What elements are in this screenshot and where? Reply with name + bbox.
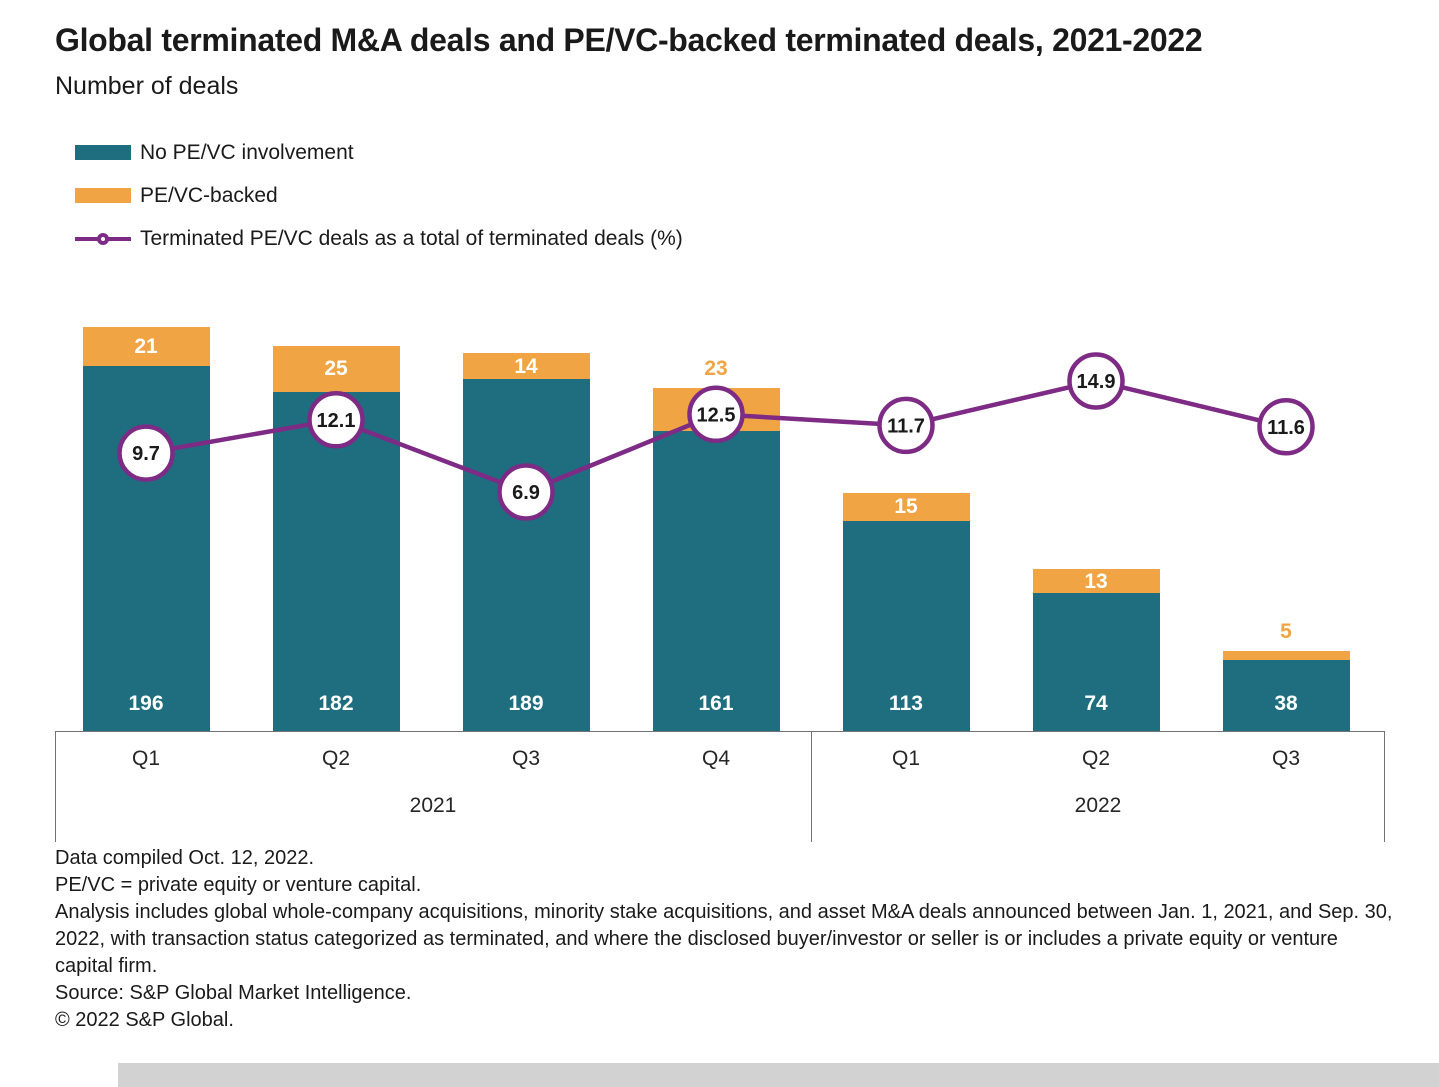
pevc-value-label: 14 bbox=[514, 354, 538, 378]
legend-item-no-pevc: No PE/VC involvement bbox=[75, 131, 683, 174]
footnote-line: Data compiled Oct. 12, 2022. bbox=[55, 847, 315, 869]
bar-2022-q1: 15 113 bbox=[842, 492, 970, 731]
bar-segment-no-pevc: 38 bbox=[1222, 660, 1350, 731]
line-marker bbox=[1067, 352, 1125, 410]
axis-separator-line bbox=[1384, 732, 1385, 842]
bar-segment-no-pevc: 189 bbox=[462, 379, 590, 731]
no-pevc-value-label: 182 bbox=[318, 692, 354, 715]
circle-marker-icon bbox=[97, 232, 109, 245]
bar-segment-pevc-backed: 13 bbox=[1032, 569, 1160, 594]
line-marker-value-label: 14.9 bbox=[1077, 371, 1116, 393]
line-marker bbox=[1257, 398, 1315, 456]
x-axis-quarter-label: Q4 bbox=[701, 747, 730, 770]
bar-segment-no-pevc: 182 bbox=[272, 392, 400, 731]
legend-item-pevc-backed: PE/VC-backed bbox=[75, 174, 683, 217]
no-pevc-value-label: 189 bbox=[508, 692, 544, 715]
line-marker-value-label: 9.7 bbox=[132, 443, 160, 465]
no-pevc-value-label: 161 bbox=[698, 692, 734, 715]
no-pevc-value-label: 113 bbox=[889, 692, 923, 715]
pevc-value-label: 5 bbox=[1280, 619, 1292, 643]
footnote-line: Analysis includes global whole-company a… bbox=[55, 901, 1393, 977]
chart-title: Global terminated M&A deals and PE/VC-ba… bbox=[55, 22, 1203, 58]
bar-segment-pevc-backed: 25 bbox=[272, 345, 400, 393]
footnote-line: PE/VC = private equity or venture capita… bbox=[55, 874, 422, 896]
line-marker-value-label: 6.9 bbox=[512, 482, 540, 504]
bar-2022-q3: 38 5 bbox=[1222, 621, 1350, 731]
percentage-line-layer: 9.7 12.1 6.9 12.5 11.7 14.9 11.6 bbox=[117, 352, 1315, 521]
line-marker-value-label: 11.6 bbox=[1267, 417, 1305, 439]
x-axis-quarter-label: Q1 bbox=[131, 747, 160, 770]
footnote-line: © 2022 S&P Global. bbox=[55, 1009, 234, 1031]
line-marker bbox=[117, 424, 175, 482]
axis-separator-line bbox=[811, 732, 812, 842]
bar-segment-no-pevc: 161 bbox=[652, 431, 780, 731]
footnote-line: Source: S&P Global Market Intelligence. bbox=[55, 982, 412, 1004]
bar-segment-no-pevc: 113 bbox=[842, 520, 970, 731]
bar-2021-q2: 25 182 bbox=[272, 345, 400, 731]
line-marker-value-label: 12.1 bbox=[317, 410, 356, 432]
x-axis: Q1 Q2 Q3 Q4 Q1 Q2 Q3 2021 2022 bbox=[55, 731, 1385, 842]
legend-item-terminated-pct: Terminated PE/VC deals as a total of ter… bbox=[75, 217, 683, 260]
no-pevc-value-label: 74 bbox=[1084, 692, 1108, 715]
x-axis-quarter-label: Q3 bbox=[511, 747, 540, 770]
legend-label: PE/VC-backed bbox=[140, 183, 278, 207]
no-pevc-value-label: 38 bbox=[1274, 692, 1298, 715]
chart-plot-area: 21 196 25 182 14 189 161 23 15 113 13 74 38 5 9.7 12.1… bbox=[55, 310, 1385, 731]
x-axis-year-label: 2021 bbox=[409, 794, 457, 817]
bar-2021-q3: 14 189 bbox=[462, 353, 590, 731]
footnotes: Data compiled Oct. 12, 2022. PE/VC = priv… bbox=[55, 845, 1393, 1034]
bottom-gray-band bbox=[118, 1063, 1439, 1087]
pevc-value-label: 21 bbox=[134, 335, 158, 359]
chart-subtitle: Number of deals bbox=[55, 72, 239, 100]
line-marker bbox=[877, 396, 935, 455]
line-marker bbox=[687, 385, 745, 444]
line-marker-value-label: 12.5 bbox=[697, 404, 736, 426]
legend: No PE/VC involvement PE/VC-backed Termin… bbox=[75, 131, 683, 260]
legend-label: No PE/VC involvement bbox=[140, 140, 354, 164]
pevc-value-label: 25 bbox=[324, 357, 348, 381]
pevc-value-label: 23 bbox=[704, 357, 728, 381]
pevc-value-label: 15 bbox=[894, 495, 918, 519]
no-pevc-value-label: 196 bbox=[128, 692, 164, 715]
line-marker-value-label: 11.7 bbox=[887, 415, 925, 437]
axis-separator-line bbox=[55, 732, 56, 842]
x-axis-quarter-label: Q2 bbox=[1081, 747, 1110, 770]
bar-segment-no-pevc: 74 bbox=[1032, 593, 1160, 731]
bar-segment-pevc-backed: 21 bbox=[82, 327, 210, 367]
bar-segment-pevc-backed: 14 bbox=[462, 353, 590, 380]
bar-2022-q2: 13 74 bbox=[1032, 569, 1160, 731]
legend-label: Terminated PE/VC deals as a total of ter… bbox=[140, 226, 683, 250]
orange-swatch-icon bbox=[75, 188, 131, 203]
x-axis-quarter-label: Q3 bbox=[1271, 747, 1300, 770]
bar-segment-pevc-backed: 15 bbox=[842, 492, 970, 521]
bars-layer: 21 196 25 182 14 189 161 23 15 113 13 74 38 5 bbox=[55, 310, 1385, 731]
x-axis-quarter-label: Q2 bbox=[321, 747, 350, 770]
x-axis-quarter-label: Q1 bbox=[891, 747, 920, 770]
line-marker bbox=[307, 391, 365, 449]
x-axis-year-label: 2022 bbox=[1074, 794, 1122, 817]
teal-swatch-icon bbox=[75, 145, 131, 160]
line-marker-swatch-icon bbox=[75, 231, 131, 246]
line-marker bbox=[497, 463, 555, 521]
pevc-value-label: 13 bbox=[1084, 569, 1108, 593]
bar-segment-pevc-backed bbox=[1222, 650, 1350, 661]
